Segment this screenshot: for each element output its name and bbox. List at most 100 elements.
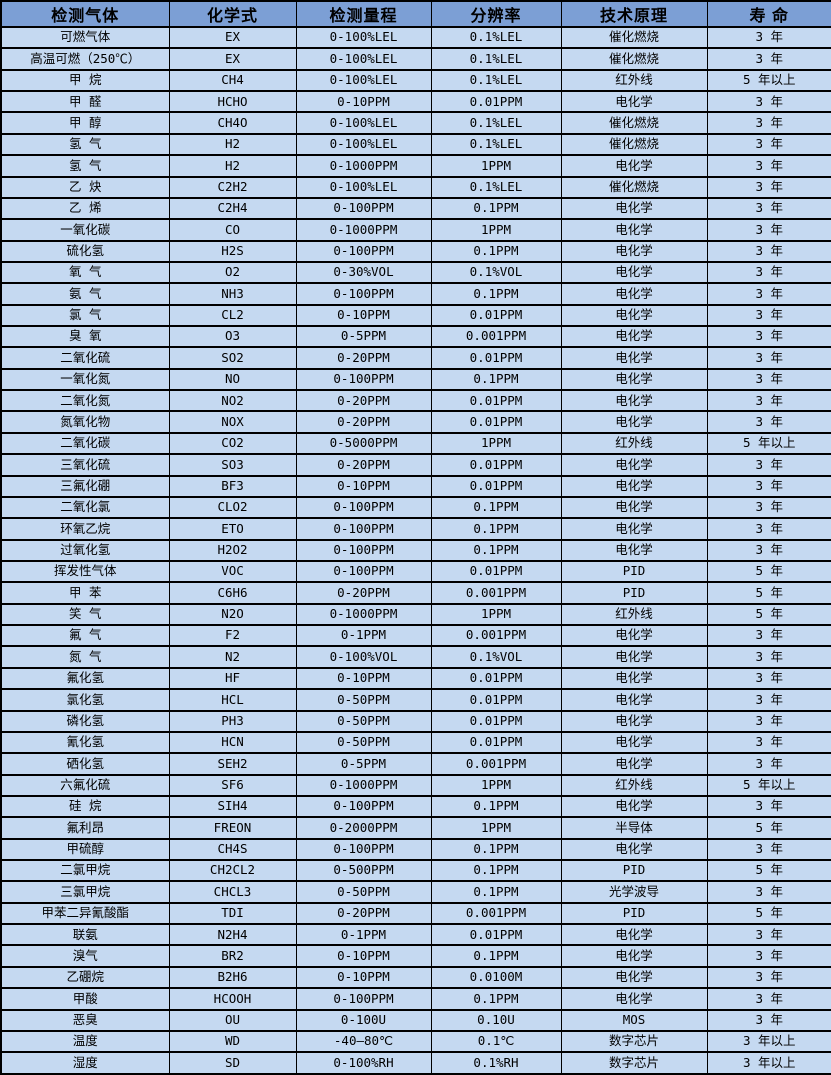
table-row: 一氧化碳 CO 0-1000PPM 1PPM 电化学 3 年 bbox=[0, 218, 831, 242]
resolution-cell: 0.1PPM bbox=[430, 495, 562, 520]
table-row: 乙 烯 C2H4 0-100PPM 0.1PPM 电化学 3 年 bbox=[0, 196, 831, 221]
lifespan-cell: 3 年 bbox=[706, 453, 831, 477]
table-row: 氟 气 F2 0-1PPM 0.001PPM 电化学 3 年 bbox=[0, 624, 831, 648]
resolution-cell: 0.1PPM bbox=[430, 944, 562, 968]
detection-range-cell: 0-10PPM bbox=[295, 90, 432, 114]
detection-range-cell: 0-1PPM bbox=[295, 923, 432, 947]
detection-range-cell: 0-100%LEL bbox=[295, 132, 432, 157]
technology-principle-cell: 电化学 bbox=[560, 752, 708, 776]
lifespan-cell: 3 年 bbox=[706, 175, 831, 199]
table-row: 环氧乙烷 ETO 0-100PPM 0.1PPM 电化学 3 年 bbox=[0, 517, 831, 541]
technology-principle-cell: 催化燃烧 bbox=[560, 175, 708, 199]
chemical-formula-cell: CH2CL2 bbox=[168, 858, 297, 883]
lifespan-cell: 3 年 bbox=[706, 389, 831, 413]
resolution-cell: 0.01PPM bbox=[430, 346, 562, 370]
chemical-formula-cell: ETO bbox=[168, 517, 297, 541]
lifespan-cell: 3 年 bbox=[706, 688, 831, 712]
detection-range-cell: 0-100PPM bbox=[295, 282, 432, 306]
technology-principle-cell: 数字芯片 bbox=[560, 1051, 708, 1075]
resolution-cell: 0.0100M bbox=[430, 965, 562, 990]
resolution-cell: 0.01PPM bbox=[430, 303, 562, 328]
chemical-formula-cell: SO2 bbox=[168, 346, 297, 370]
column-header-resolution: 分辨率 bbox=[430, 0, 562, 28]
resolution-cell: 0.01PPM bbox=[430, 90, 562, 114]
technology-principle-cell: 电化学 bbox=[560, 645, 708, 669]
technology-principle-cell: 电化学 bbox=[560, 837, 708, 862]
table-row: 氯化氢 HCL 0-50PPM 0.01PPM 电化学 3 年 bbox=[0, 688, 831, 712]
table-row: 二氧化氮 NO2 0-20PPM 0.01PPM 电化学 3 年 bbox=[0, 389, 831, 413]
detection-range-cell: 0-100%RH bbox=[295, 1051, 432, 1075]
lifespan-cell: 3 年 bbox=[706, 752, 831, 776]
technology-principle-cell: 电化学 bbox=[560, 965, 708, 990]
resolution-cell: 0.1%RH bbox=[430, 1051, 562, 1075]
chemical-formula-cell: H2 bbox=[168, 132, 297, 157]
resolution-cell: 0.1%LEL bbox=[430, 25, 562, 50]
resolution-cell: 0.001PPM bbox=[430, 901, 562, 926]
gas-name-cell: 六氟化硫 bbox=[0, 773, 170, 797]
chemical-formula-cell: PH3 bbox=[168, 709, 297, 733]
detection-range-cell: 0-100%LEL bbox=[295, 47, 432, 71]
table-row: 甲 烷 CH4 0-100%LEL 0.1%LEL 红外线 5 年以上 bbox=[0, 68, 831, 93]
technology-principle-cell: 电化学 bbox=[560, 389, 708, 413]
column-header-detection-range: 检测量程 bbox=[295, 0, 432, 28]
detection-range-cell: 0-100PPM bbox=[295, 517, 432, 541]
lifespan-cell: 3 年 bbox=[706, 325, 831, 349]
technology-principle-cell: 电化学 bbox=[560, 474, 708, 498]
technology-principle-cell: 电化学 bbox=[560, 303, 708, 328]
technology-principle-cell: 电化学 bbox=[560, 495, 708, 520]
chemical-formula-cell: HCHO bbox=[168, 90, 297, 114]
chemical-formula-cell: VOC bbox=[168, 559, 297, 584]
lifespan-cell: 3 年 bbox=[706, 709, 831, 733]
chemical-formula-cell: NH3 bbox=[168, 282, 297, 306]
gas-name-cell: 硅 烷 bbox=[0, 794, 170, 819]
resolution-cell: 0.01PPM bbox=[430, 559, 562, 584]
chemical-formula-cell: O2 bbox=[168, 260, 297, 285]
technology-principle-cell: 电化学 bbox=[560, 923, 708, 947]
technology-principle-cell: 电化学 bbox=[560, 666, 708, 691]
detection-range-cell: 0-20PPM bbox=[295, 346, 432, 370]
resolution-cell: 0.1%VOL bbox=[430, 645, 562, 669]
lifespan-cell: 5 年 bbox=[706, 816, 831, 840]
lifespan-cell: 3 年 bbox=[706, 624, 831, 648]
gas-name-cell: 一氧化碳 bbox=[0, 218, 170, 242]
chemical-formula-cell: OU bbox=[168, 1008, 297, 1032]
resolution-cell: 1PPM bbox=[430, 816, 562, 840]
detection-range-cell: 0-1000PPM bbox=[295, 773, 432, 797]
gas-name-cell: 挥发性气体 bbox=[0, 559, 170, 584]
lifespan-cell: 3 年 bbox=[706, 367, 831, 392]
technology-principle-cell: 催化燃烧 bbox=[560, 132, 708, 157]
detection-range-cell: 0-5PPM bbox=[295, 325, 432, 349]
technology-principle-cell: 电化学 bbox=[560, 282, 708, 306]
lifespan-cell: 5 年 bbox=[706, 559, 831, 584]
detection-range-cell: 0-100PPM bbox=[295, 367, 432, 392]
technology-principle-cell: MOS bbox=[560, 1008, 708, 1032]
table-row: 三氟化硼 BF3 0-10PPM 0.01PPM 电化学 3 年 bbox=[0, 474, 831, 498]
gas-name-cell: 联氨 bbox=[0, 923, 170, 947]
chemical-formula-cell: F2 bbox=[168, 624, 297, 648]
detection-range-cell: 0-20PPM bbox=[295, 453, 432, 477]
resolution-cell: 1PPM bbox=[430, 602, 562, 627]
resolution-cell: 0.01PPM bbox=[430, 666, 562, 691]
chemical-formula-cell: CL2 bbox=[168, 303, 297, 328]
chemical-formula-cell: NOX bbox=[168, 410, 297, 434]
gas-name-cell: 高温可燃（250℃） bbox=[0, 47, 170, 71]
resolution-cell: 0.1℃ bbox=[430, 1029, 562, 1054]
lifespan-cell: 3 年 bbox=[706, 538, 831, 563]
gas-name-cell: 臭 氧 bbox=[0, 325, 170, 349]
detection-range-cell: 0-100PPM bbox=[295, 538, 432, 563]
table-row: 氮氧化物 NOX 0-20PPM 0.01PPM 电化学 3 年 bbox=[0, 410, 831, 434]
detection-range-cell: 0-5000PPM bbox=[295, 431, 432, 456]
gas-name-cell: 氮 气 bbox=[0, 645, 170, 669]
technology-principle-cell: 电化学 bbox=[560, 154, 708, 178]
technology-principle-cell: 红外线 bbox=[560, 68, 708, 93]
resolution-cell: 0.1PPM bbox=[430, 196, 562, 221]
column-header-gas-name: 检测气体 bbox=[0, 0, 170, 28]
detection-range-cell: 0-100PPM bbox=[295, 837, 432, 862]
chemical-formula-cell: SIH4 bbox=[168, 794, 297, 819]
table-row: 甲硫醇 CH4S 0-100PPM 0.1PPM 电化学 3 年 bbox=[0, 837, 831, 862]
gas-name-cell: 硫化氢 bbox=[0, 239, 170, 263]
technology-principle-cell: PID bbox=[560, 581, 708, 605]
chemical-formula-cell: HF bbox=[168, 666, 297, 691]
gas-name-cell: 氟 气 bbox=[0, 624, 170, 648]
chemical-formula-cell: HCL bbox=[168, 688, 297, 712]
